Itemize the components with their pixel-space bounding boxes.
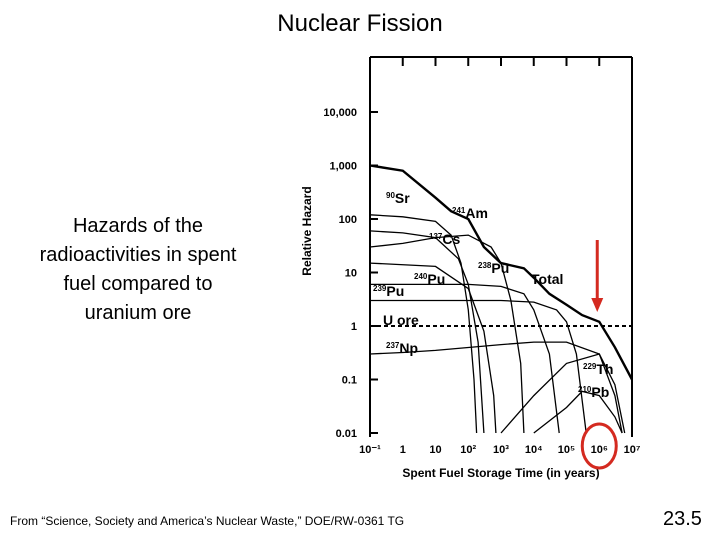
- series-line-pb-210: [533, 390, 623, 434]
- description-line: uranium ore: [84, 302, 192, 324]
- x-tick-label: 10⁶: [591, 444, 608, 456]
- series-label: 238Pu: [478, 260, 509, 276]
- y-tick-label: 100: [339, 214, 357, 226]
- isotope-symbol: Pb: [591, 384, 609, 400]
- series-line-np-237: [369, 341, 623, 434]
- red-arrow-head: [591, 298, 604, 312]
- series-line-cs-137: [369, 230, 485, 434]
- y-axis-title: Relative Hazard: [300, 186, 314, 275]
- isotope-mass-number: 238: [478, 261, 492, 270]
- x-axis-title: Spent Fuel Storage Time (in years): [402, 466, 599, 480]
- isotope-mass-number: 210: [578, 385, 592, 394]
- x-tick-label: 1: [400, 444, 406, 456]
- isotope-mass-number: 137: [429, 232, 443, 241]
- description-line: fuel compared to: [63, 273, 213, 295]
- series-label: 240Pu: [414, 271, 445, 287]
- series-label: 229Th: [583, 361, 613, 377]
- series-line-pu-240: [370, 283, 560, 434]
- series-label: 137Cs: [429, 231, 460, 247]
- x-tick-label: 10³: [493, 444, 509, 456]
- x-tick-label: 10⁴: [525, 444, 543, 456]
- x-tick-label: 10⁵: [558, 444, 575, 456]
- slide-title: Nuclear Fission: [277, 10, 443, 37]
- slide-number: 23.5: [663, 508, 702, 530]
- y-tick-label: 0.01: [336, 428, 357, 440]
- y-tick-label: 1,000: [329, 161, 357, 173]
- description-line: Hazards of the: [72, 215, 204, 237]
- y-tick-label: 10: [345, 268, 357, 280]
- series-line-sr-90: [369, 214, 478, 434]
- series-label: 241Am: [452, 205, 488, 221]
- isotope-symbol: Np: [399, 340, 418, 356]
- series-line-th-229: [500, 353, 626, 434]
- series-line-pu-238: [369, 262, 497, 434]
- series-line-am-241: [369, 234, 525, 434]
- isotope-symbol: Cs: [442, 231, 460, 247]
- isotope-symbol: Pu: [386, 283, 404, 299]
- isotope-symbol: Sr: [395, 190, 410, 206]
- isotope-mass-number: 240: [414, 272, 428, 281]
- isotope-symbol: Th: [596, 361, 613, 377]
- y-tick-label: 1: [351, 321, 357, 333]
- series-label: 239Pu: [373, 283, 404, 299]
- isotope-symbol: Pu: [491, 260, 509, 276]
- series-label: 90Sr: [386, 190, 410, 206]
- y-tick-label: 0.1: [342, 375, 357, 387]
- isotope-mass-number: 237: [386, 341, 400, 350]
- description-text: Hazards of the radioactivities in spent …: [12, 212, 264, 328]
- series-label: Total: [531, 271, 563, 287]
- source-citation: From “Science, Society and America’s Nuc…: [10, 514, 405, 528]
- description-line: radioactivities in spent: [39, 244, 237, 266]
- x-tick-label: 10: [429, 444, 441, 456]
- series-label: 237Np: [386, 340, 418, 356]
- series-line-pu-239: [370, 299, 587, 434]
- isotope-mass-number: 239: [373, 284, 387, 293]
- isotope-symbol: Pu: [427, 271, 445, 287]
- series-label: 210Pb: [578, 384, 609, 400]
- series-label: U ore: [383, 312, 419, 328]
- red-circle-annotation: [580, 422, 618, 470]
- x-tick-label: 10²: [460, 444, 476, 456]
- isotope-mass-number: 90: [386, 191, 395, 200]
- isotope-mass-number: 241: [452, 206, 466, 215]
- x-tick-label: 10⁻¹: [359, 444, 381, 456]
- series-line-total: [369, 164, 634, 381]
- isotope-mass-number: 229: [583, 362, 597, 371]
- y-tick-label: 10,000: [323, 107, 357, 119]
- isotope-symbol: Am: [465, 205, 488, 221]
- x-tick-label: 10⁷: [624, 444, 641, 456]
